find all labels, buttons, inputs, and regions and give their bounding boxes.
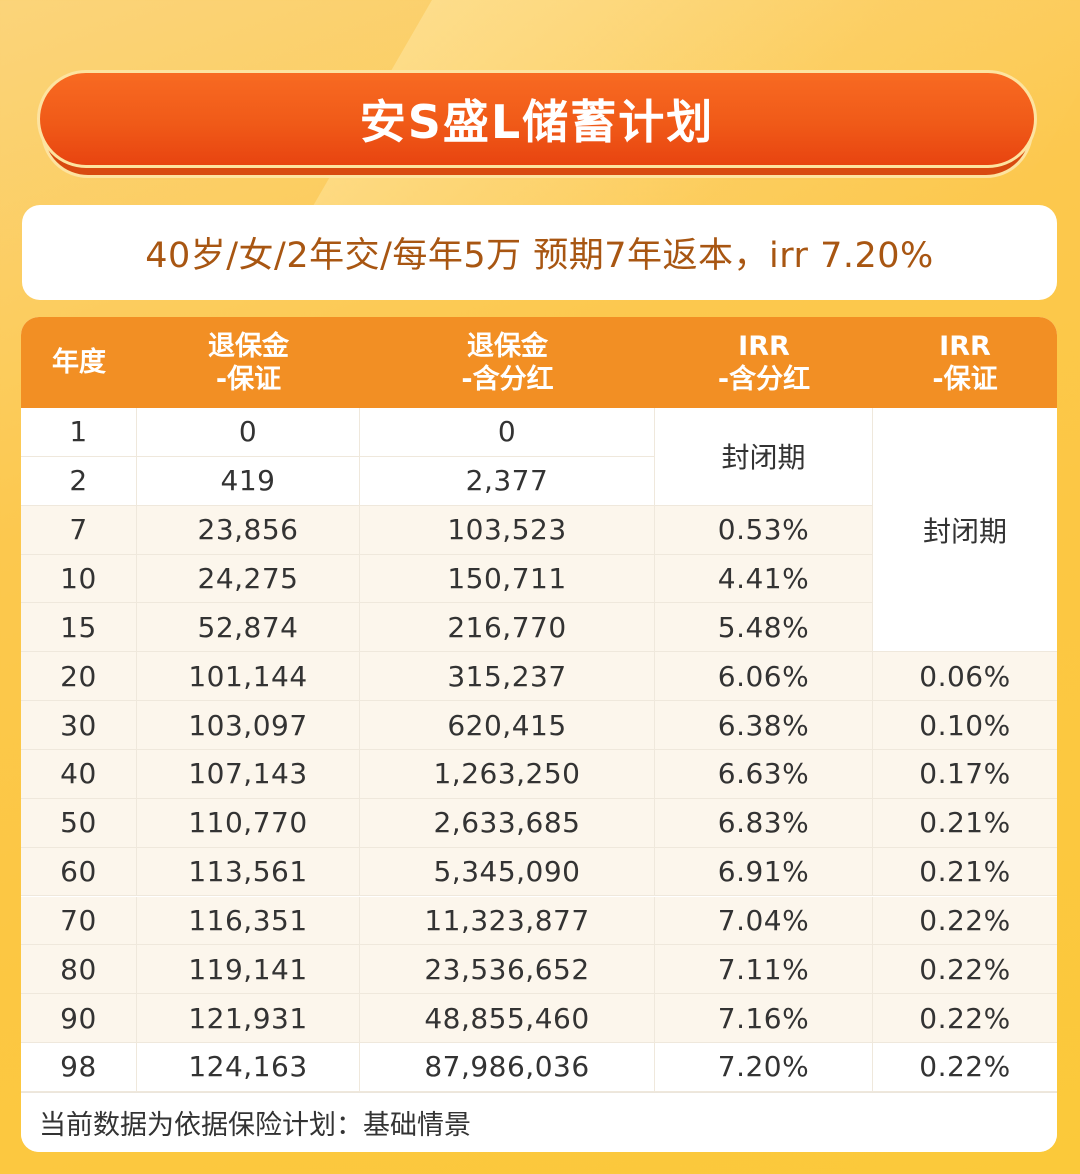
- table-row: 90 121,931 48,855,460 7.16% 0.22%: [21, 994, 1057, 1044]
- cell-year: 50: [21, 798, 137, 847]
- cell-surrender-dividend: 11,323,877: [360, 896, 655, 945]
- cell-surrender-dividend: 2,377: [360, 456, 655, 505]
- cell-year: 20: [21, 652, 137, 701]
- header-surrender-dividend: 退保金 -含分红: [360, 317, 655, 408]
- cell-surrender-dividend: 48,855,460: [360, 994, 655, 1043]
- cell-year: 60: [21, 847, 137, 896]
- title-banner: 安S盛L储蓄计划: [37, 70, 1037, 178]
- table-row: 30 103,097 620,415 6.38% 0.10%: [21, 701, 1057, 750]
- cell-year: 90: [21, 994, 137, 1043]
- cell-irr-dividend: 6.63%: [655, 749, 873, 798]
- cell-irr-guaranteed: 0.17%: [919, 757, 1011, 791]
- cell-year: 2: [21, 456, 137, 505]
- table-row: 60 113,561 5,345,090 6.91% 0.21%: [21, 847, 1057, 897]
- footer-note: 当前数据为依据保险计划：基础情景: [21, 1092, 1057, 1152]
- cell-irr-guaranteed: 0.22%: [919, 1001, 1011, 1035]
- header-line2: -含分红: [461, 363, 554, 395]
- header-irr-dividend: IRR -含分红: [655, 317, 873, 408]
- cell-surrender-guaranteed: 419: [137, 456, 360, 505]
- cell-irr-dividend: 4.41%: [655, 554, 873, 603]
- cell-irr-guaranteed: 0.21%: [919, 855, 1011, 889]
- cell-surrender-dividend: 87,986,036: [360, 1043, 655, 1091]
- cell-surrender-guaranteed: 124,163: [137, 1043, 360, 1091]
- cell-irr-dividend: 5.48%: [655, 603, 873, 652]
- header-line2: -保证: [932, 363, 998, 395]
- cell-surrender-dividend: 150,711: [360, 554, 655, 603]
- cell-surrender-guaranteed: 52,874: [137, 603, 360, 652]
- cell-year: 70: [21, 896, 137, 945]
- table-row: 40 107,143 1,263,250 6.63% 0.17%: [21, 749, 1057, 799]
- cell-irr-dividend: 0.53%: [655, 505, 873, 554]
- table-body: 1 0 0 2 419 2,377 7 23,856 103,523 0.53% 10 24,275 1…: [21, 408, 1057, 1092]
- cell-year: 7: [21, 505, 137, 554]
- cell-irr-dividend: 6.38%: [655, 701, 873, 749]
- irr-guaranteed-closed-period: 封闭期: [873, 408, 1057, 653]
- title-pill: 安S盛L储蓄计划: [37, 70, 1037, 168]
- cell-year: 80: [21, 945, 137, 994]
- cell-year: 30: [21, 701, 137, 749]
- cell-irr-guaranteed: 0.21%: [919, 806, 1011, 840]
- header-line2: -含分红: [717, 363, 811, 395]
- header-line1: IRR: [738, 330, 790, 362]
- cell-surrender-guaranteed: 110,770: [137, 798, 360, 847]
- cell-surrender-guaranteed: 121,931: [137, 994, 360, 1043]
- cell-year: 40: [21, 749, 137, 798]
- cell-irr-guaranteed: 0.10%: [919, 708, 1011, 742]
- cell-surrender-guaranteed: 23,856: [137, 505, 360, 554]
- cell-surrender-guaranteed: 0: [137, 408, 360, 456]
- page-title: 安S盛L储蓄计划: [359, 95, 715, 149]
- cell-irr-dividend: 7.04%: [655, 896, 873, 945]
- header-irr-guaranteed: IRR -保证: [873, 317, 1057, 408]
- cell-irr-guaranteed: 0.22%: [919, 903, 1011, 937]
- cell-surrender-dividend: 23,536,652: [360, 945, 655, 994]
- cell-year: 98: [21, 1043, 137, 1091]
- header-line2: -保证: [215, 363, 282, 395]
- header-surrender-guaranteed: 退保金 -保证: [137, 317, 360, 408]
- cell-surrender-dividend: 315,237: [360, 652, 655, 701]
- subtitle-card: 40岁/女/2年交/每年5万 预期7年返本，irr 7.20%: [22, 205, 1057, 300]
- cell-surrender-dividend: 216,770: [360, 603, 655, 652]
- cell-surrender-dividend: 103,523: [360, 505, 655, 554]
- header-line1: 退保金: [208, 330, 289, 362]
- cell-surrender-guaranteed: 24,275: [137, 554, 360, 603]
- cell-year: 15: [21, 603, 137, 652]
- cell-irr-dividend: 7.11%: [655, 945, 873, 994]
- cell-surrender-dividend: 5,345,090: [360, 847, 655, 896]
- header-year: 年度: [21, 317, 137, 408]
- cell-year: 10: [21, 554, 137, 603]
- cell-surrender-guaranteed: 107,143: [137, 749, 360, 798]
- cell-surrender-guaranteed: 119,141: [137, 945, 360, 994]
- plan-summary: 40岁/女/2年交/每年5万 预期7年返本，irr 7.20%: [145, 236, 934, 276]
- table-row: 80 119,141 23,536,652 7.11% 0.22%: [21, 945, 1057, 995]
- cell-surrender-dividend: 2,633,685: [360, 798, 655, 847]
- header-line1: 退保金: [467, 330, 548, 362]
- table-row: 98 124,163 87,986,036 7.20% 0.22%: [21, 1043, 1057, 1092]
- cell-irr-dividend: 6.06%: [655, 652, 873, 701]
- header-year-label: 年度: [52, 347, 106, 378]
- cell-irr-dividend: 6.91%: [655, 847, 873, 896]
- cell-irr-dividend: 6.83%: [655, 798, 873, 847]
- cell-irr-guaranteed: 0.22%: [919, 952, 1011, 986]
- table-row: 50 110,770 2,633,685 6.83% 0.21%: [21, 798, 1057, 848]
- cell-surrender-dividend: 1,263,250: [360, 749, 655, 798]
- cell-surrender-guaranteed: 113,561: [137, 847, 360, 896]
- cell-year: 1: [21, 408, 137, 456]
- cell-irr-dividend: 7.16%: [655, 994, 873, 1043]
- header-line1: IRR: [939, 330, 991, 362]
- cell-irr-dividend: 7.20%: [655, 1043, 873, 1091]
- cell-surrender-guaranteed: 103,097: [137, 701, 360, 749]
- table-header: 年度 退保金 -保证 退保金 -含分红 IRR -含分红 IRR -保证: [21, 317, 1057, 408]
- cell-surrender-dividend: 0: [360, 408, 655, 456]
- table-row: 20 101,144 315,237 6.06% 0.06%: [21, 652, 1057, 702]
- cell-irr-guaranteed: 0.22%: [919, 1050, 1011, 1084]
- cell-surrender-guaranteed: 101,144: [137, 652, 360, 701]
- table-row: 70 116,351 11,323,877 7.04% 0.22%: [21, 896, 1057, 946]
- cell-irr-guaranteed: 0.06%: [919, 659, 1011, 693]
- cell-surrender-dividend: 620,415: [360, 701, 655, 749]
- irr-dividend-closed-period: 封闭期: [655, 408, 873, 506]
- cell-surrender-guaranteed: 116,351: [137, 896, 360, 945]
